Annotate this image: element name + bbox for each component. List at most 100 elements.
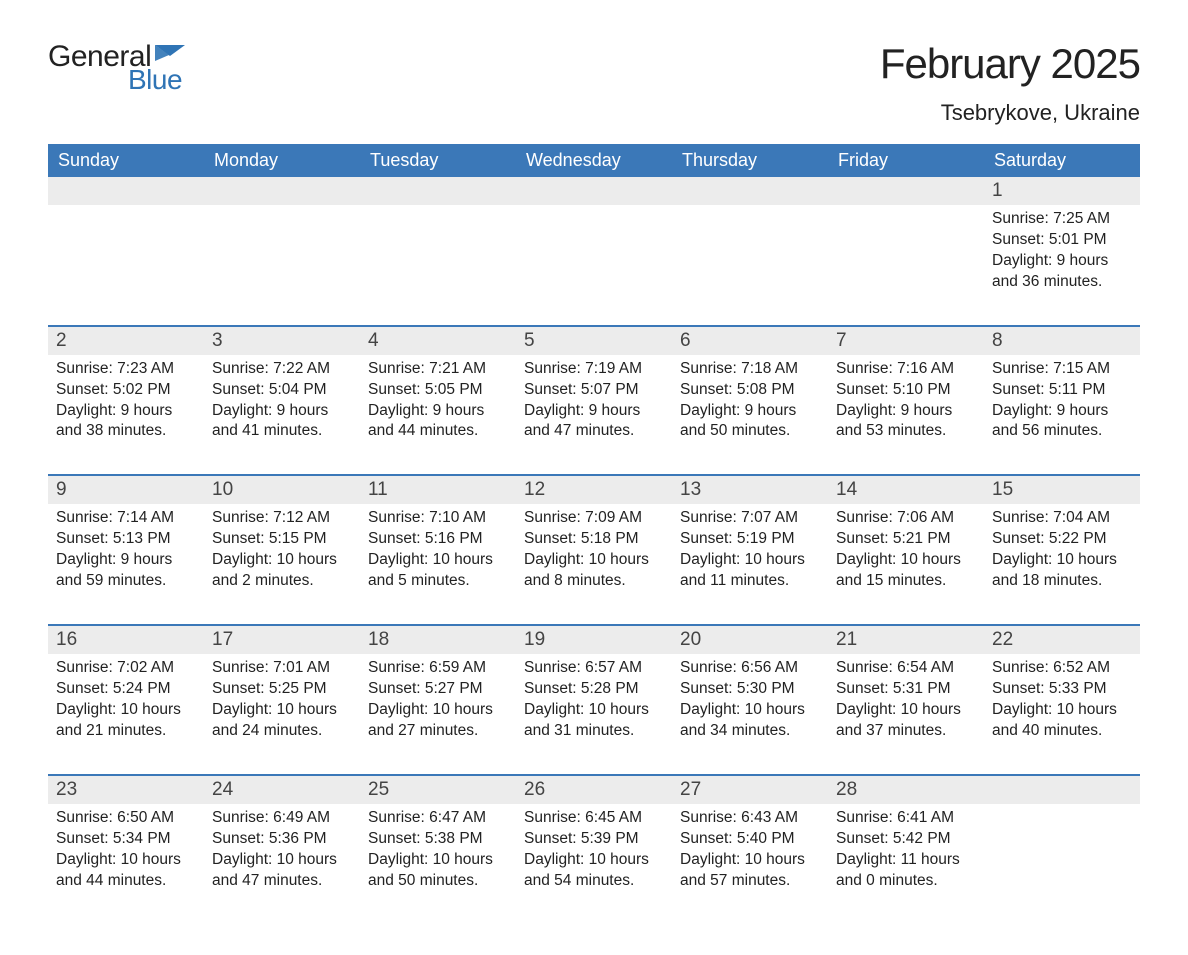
sunset-line: Sunset: 5:33 PM xyxy=(992,679,1132,700)
day-cell: Sunrise: 7:12 AMSunset: 5:15 PMDaylight:… xyxy=(204,504,360,596)
day-number xyxy=(828,177,984,205)
day-number: 10 xyxy=(204,476,360,504)
day-cell: Sunrise: 7:22 AMSunset: 5:04 PMDaylight:… xyxy=(204,355,360,447)
day-number: 15 xyxy=(984,476,1140,504)
daylight-line: Daylight: 9 hours and 44 minutes. xyxy=(368,401,508,443)
sunset-line: Sunset: 5:04 PM xyxy=(212,380,352,401)
day-cell: Sunrise: 7:15 AMSunset: 5:11 PMDaylight:… xyxy=(984,355,1140,447)
sunset-line: Sunset: 5:22 PM xyxy=(992,529,1132,550)
day-cell: Sunrise: 7:09 AMSunset: 5:18 PMDaylight:… xyxy=(516,504,672,596)
sunrise-line: Sunrise: 6:56 AM xyxy=(680,658,820,679)
sunrise-line: Sunrise: 7:23 AM xyxy=(56,359,196,380)
daynum-row: 9101112131415 xyxy=(48,476,1140,504)
day-cell: Sunrise: 7:16 AMSunset: 5:10 PMDaylight:… xyxy=(828,355,984,447)
sunset-line: Sunset: 5:24 PM xyxy=(56,679,196,700)
day-number: 4 xyxy=(360,327,516,355)
day-number: 13 xyxy=(672,476,828,504)
day-number xyxy=(672,177,828,205)
day-number: 16 xyxy=(48,626,204,654)
daylight-line: Daylight: 10 hours and 18 minutes. xyxy=(992,550,1132,592)
brand-logo: General Blue xyxy=(48,40,185,96)
day-number: 7 xyxy=(828,327,984,355)
weeks-container: 1Sunrise: 7:25 AMSunset: 5:01 PMDaylight… xyxy=(48,177,1140,895)
day-number: 2 xyxy=(48,327,204,355)
day-number: 24 xyxy=(204,776,360,804)
daylight-line: Daylight: 10 hours and 40 minutes. xyxy=(992,700,1132,742)
title-block: February 2025 Tsebrykove, Ukraine xyxy=(880,40,1140,126)
sunset-line: Sunset: 5:18 PM xyxy=(524,529,664,550)
sunrise-line: Sunrise: 7:07 AM xyxy=(680,508,820,529)
day-cell: Sunrise: 7:01 AMSunset: 5:25 PMDaylight:… xyxy=(204,654,360,746)
sunset-line: Sunset: 5:34 PM xyxy=(56,829,196,850)
daylight-line: Daylight: 10 hours and 31 minutes. xyxy=(524,700,664,742)
day-number: 8 xyxy=(984,327,1140,355)
day-number: 11 xyxy=(360,476,516,504)
sunrise-line: Sunrise: 7:02 AM xyxy=(56,658,196,679)
day-cell xyxy=(672,205,828,297)
day-cell: Sunrise: 6:59 AMSunset: 5:27 PMDaylight:… xyxy=(360,654,516,746)
day-number: 17 xyxy=(204,626,360,654)
daylight-line: Daylight: 10 hours and 21 minutes. xyxy=(56,700,196,742)
sunrise-line: Sunrise: 7:22 AM xyxy=(212,359,352,380)
day-number: 28 xyxy=(828,776,984,804)
day-cell: Sunrise: 6:56 AMSunset: 5:30 PMDaylight:… xyxy=(672,654,828,746)
weekday-header: Friday xyxy=(828,144,984,177)
daylight-line: Daylight: 10 hours and 24 minutes. xyxy=(212,700,352,742)
sunset-line: Sunset: 5:08 PM xyxy=(680,380,820,401)
day-cell: Sunrise: 7:18 AMSunset: 5:08 PMDaylight:… xyxy=(672,355,828,447)
day-cell: Sunrise: 6:41 AMSunset: 5:42 PMDaylight:… xyxy=(828,804,984,896)
weekday-header: Wednesday xyxy=(516,144,672,177)
day-cell: Sunrise: 6:54 AMSunset: 5:31 PMDaylight:… xyxy=(828,654,984,746)
weekday-header: Saturday xyxy=(984,144,1140,177)
day-number: 18 xyxy=(360,626,516,654)
calendar-week: 1Sunrise: 7:25 AMSunset: 5:01 PMDaylight… xyxy=(48,177,1140,297)
sunset-line: Sunset: 5:21 PM xyxy=(836,529,976,550)
sunset-line: Sunset: 5:40 PM xyxy=(680,829,820,850)
day-number: 12 xyxy=(516,476,672,504)
daylight-line: Daylight: 9 hours and 41 minutes. xyxy=(212,401,352,443)
sunset-line: Sunset: 5:36 PM xyxy=(212,829,352,850)
weekday-header: Monday xyxy=(204,144,360,177)
sunset-line: Sunset: 5:31 PM xyxy=(836,679,976,700)
sunset-line: Sunset: 5:30 PM xyxy=(680,679,820,700)
daybody-row: Sunrise: 7:23 AMSunset: 5:02 PM Daylight:… xyxy=(48,355,1140,447)
sunset-line: Sunset: 5:07 PM xyxy=(524,380,664,401)
day-number: 20 xyxy=(672,626,828,654)
day-cell xyxy=(204,205,360,297)
day-number: 3 xyxy=(204,327,360,355)
weekday-header-row: Sunday Monday Tuesday Wednesday Thursday… xyxy=(48,144,1140,177)
weekday-header: Sunday xyxy=(48,144,204,177)
daylight-line: Daylight: 10 hours and 57 minutes. xyxy=(680,850,820,892)
day-number: 14 xyxy=(828,476,984,504)
sunrise-line: Sunrise: 6:52 AM xyxy=(992,658,1132,679)
daybody-row: Sunrise: 6:50 AMSunset: 5:34 PM Daylight:… xyxy=(48,804,1140,896)
month-title: February 2025 xyxy=(880,40,1140,88)
daylight-line: Daylight: 10 hours and 47 minutes. xyxy=(212,850,352,892)
day-cell: Sunrise: 6:45 AMSunset: 5:39 PMDaylight:… xyxy=(516,804,672,896)
sunrise-line: Sunrise: 6:47 AM xyxy=(368,808,508,829)
daynum-row: 1 xyxy=(48,177,1140,205)
sunrise-line: Sunrise: 7:06 AM xyxy=(836,508,976,529)
daylight-line: Daylight: 10 hours and 8 minutes. xyxy=(524,550,664,592)
brand-word-2: Blue xyxy=(128,64,182,96)
sunrise-line: Sunrise: 7:12 AM xyxy=(212,508,352,529)
weekday-header: Tuesday xyxy=(360,144,516,177)
sunset-line: Sunset: 5:27 PM xyxy=(368,679,508,700)
daylight-line: Daylight: 9 hours and 47 minutes. xyxy=(524,401,664,443)
day-number xyxy=(516,177,672,205)
sunset-line: Sunset: 5:13 PM xyxy=(56,529,196,550)
daylight-line: Daylight: 10 hours and 34 minutes. xyxy=(680,700,820,742)
day-cell: Sunrise: 6:50 AMSunset: 5:34 PMDaylight:… xyxy=(48,804,204,896)
sunrise-line: Sunrise: 6:54 AM xyxy=(836,658,976,679)
daylight-line: Daylight: 10 hours and 37 minutes. xyxy=(836,700,976,742)
day-number: 21 xyxy=(828,626,984,654)
daybody-row: Sunrise: 7:02 AMSunset: 5:24 PMDaylight:… xyxy=(48,654,1140,746)
sunset-line: Sunset: 5:05 PM xyxy=(368,380,508,401)
calendar-week: 232425262728Sunrise: 6:50 AMSunset: 5:34… xyxy=(48,774,1140,896)
sunrise-line: Sunrise: 6:50 AM xyxy=(56,808,196,829)
daylight-line: Daylight: 10 hours and 15 minutes. xyxy=(836,550,976,592)
sunrise-line: Sunrise: 7:25 AM xyxy=(992,209,1132,230)
day-cell: Sunrise: 7:19 AMSunset: 5:07 PMDaylight:… xyxy=(516,355,672,447)
sunset-line: Sunset: 5:02 PM xyxy=(56,380,196,401)
sunrise-line: Sunrise: 7:21 AM xyxy=(368,359,508,380)
